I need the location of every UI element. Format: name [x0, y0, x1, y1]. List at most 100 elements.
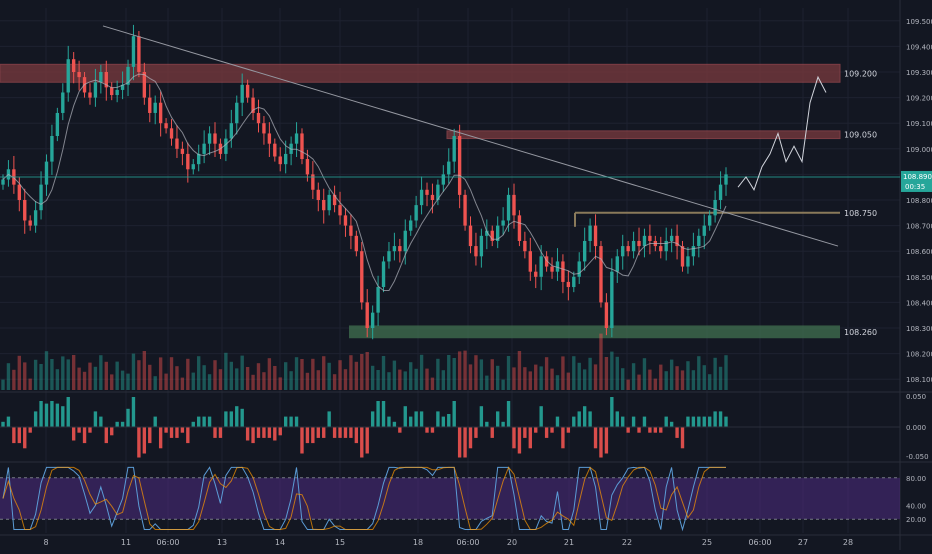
volume-bar: [235, 368, 239, 390]
oscillator-bar: [474, 427, 478, 438]
volume-bar: [148, 364, 152, 390]
volume-bar: [28, 378, 32, 390]
candle-body: [430, 194, 435, 200]
oscillator-bar: [164, 427, 168, 433]
oscillator-bar: [577, 411, 581, 428]
countdown-label: 00:35: [905, 183, 925, 191]
candle-body: [17, 184, 21, 200]
oscillator-bar: [642, 416, 647, 428]
horizontal-level-label: 108.750: [844, 209, 877, 218]
oscillator-bar: [691, 416, 696, 428]
volume-bars: [1, 333, 728, 390]
price-axis[interactable]: 109.500 109.400 109.300 109.200 109.100 109.0…: [901, 18, 932, 524]
oscillator-bar: [370, 411, 375, 428]
candle-body: [398, 246, 402, 252]
candle-body: [311, 174, 315, 190]
volume-bar: [6, 363, 11, 390]
volume-bar: [202, 365, 206, 390]
volume-bar: [430, 377, 435, 390]
time-axis-tick-label: 14: [275, 538, 285, 547]
candle-body: [240, 84, 244, 103]
oscillator-bar: [202, 416, 206, 428]
oscillator-bar: [338, 427, 342, 438]
oscillator-bar: [229, 411, 234, 428]
volume-bar: [669, 359, 674, 390]
volume-bar: [278, 377, 282, 390]
candle-body: [213, 133, 217, 144]
candle-body: [561, 261, 565, 282]
oscillator-bar: [615, 411, 619, 428]
candle-body: [523, 240, 527, 252]
price-axis-tick-label: 109.200: [906, 95, 932, 103]
oscillator-bar: [365, 427, 369, 454]
candle-body: [278, 156, 282, 165]
candle-body: [294, 133, 299, 144]
candle-body: [245, 84, 250, 98]
oscillator-bar: [305, 427, 310, 444]
candle-body: [555, 261, 560, 272]
oscillator-bar: [447, 414, 451, 428]
oscillator-bar: [403, 406, 407, 428]
candle-body: [691, 246, 696, 257]
price-axis-tick-label: 109.500: [906, 18, 932, 26]
price-axis-tick-label: 108.800: [906, 197, 932, 205]
oscillator-bar: [419, 411, 424, 428]
candle-body: [115, 89, 119, 96]
oscillator-panel: [0, 397, 900, 458]
time-axis[interactable]: 8 11 06:00 13 14 15 18 06:00 20 21 22 25 06:00 27 28: [43, 538, 853, 547]
candle-body: [697, 235, 701, 247]
oscillator-bar: [332, 427, 337, 438]
candle-body: [419, 189, 424, 206]
oscillator-axis-label: 0.000: [906, 424, 926, 432]
candle-body: [332, 194, 337, 206]
time-axis-tick-label: 18: [413, 538, 423, 547]
oscillator-bar: [414, 411, 418, 428]
oscillator-bar: [425, 427, 429, 433]
candle-body: [512, 194, 516, 216]
projection-path: [737, 75, 827, 191]
volume-bar: [213, 360, 217, 390]
candle-body: [305, 159, 310, 175]
candle-body: [256, 112, 261, 124]
candle-body: [148, 97, 152, 113]
candle-body: [680, 246, 685, 267]
volume-bar: [294, 357, 299, 390]
volume-bar: [93, 366, 98, 390]
oscillator-bar: [33, 411, 38, 428]
volume-bar: [289, 371, 293, 390]
oscillator-bar: [300, 427, 304, 454]
volume-bar: [577, 362, 581, 390]
oscillator-bar: [669, 421, 674, 428]
candle-body: [642, 235, 647, 247]
volume-bar: [381, 356, 386, 390]
price-axis-tick-label: 108.500: [906, 274, 932, 282]
volume-bar: [664, 371, 668, 390]
candle-body: [479, 235, 484, 257]
volume-bar: [50, 359, 54, 390]
time-axis-tick-label: 06:00: [748, 538, 771, 547]
candle-body: [354, 235, 359, 252]
volume-bar: [599, 333, 603, 390]
oscillator-bar: [664, 416, 668, 428]
oscillator-bar: [6, 416, 11, 428]
volume-bar: [262, 372, 266, 390]
oscillator-bar: [256, 427, 261, 438]
candle-body: [599, 246, 603, 303]
volume-bar: [251, 374, 255, 390]
oscillator-bar: [153, 416, 157, 428]
candle-body: [55, 112, 60, 136]
stochastic-panel: [0, 466, 900, 532]
volume-bar: [593, 364, 598, 390]
oscillator-bar: [463, 427, 467, 458]
volume-bar: [349, 355, 353, 390]
volume-bar: [1, 379, 5, 390]
volume-bar: [66, 359, 70, 390]
candle-body: [88, 92, 92, 98]
oscillator-bar: [245, 427, 250, 441]
candle-body: [235, 102, 239, 124]
volume-bar: [485, 375, 489, 390]
volume-bar: [474, 355, 478, 390]
volume-bar: [191, 372, 195, 390]
volume-bar: [104, 361, 108, 390]
